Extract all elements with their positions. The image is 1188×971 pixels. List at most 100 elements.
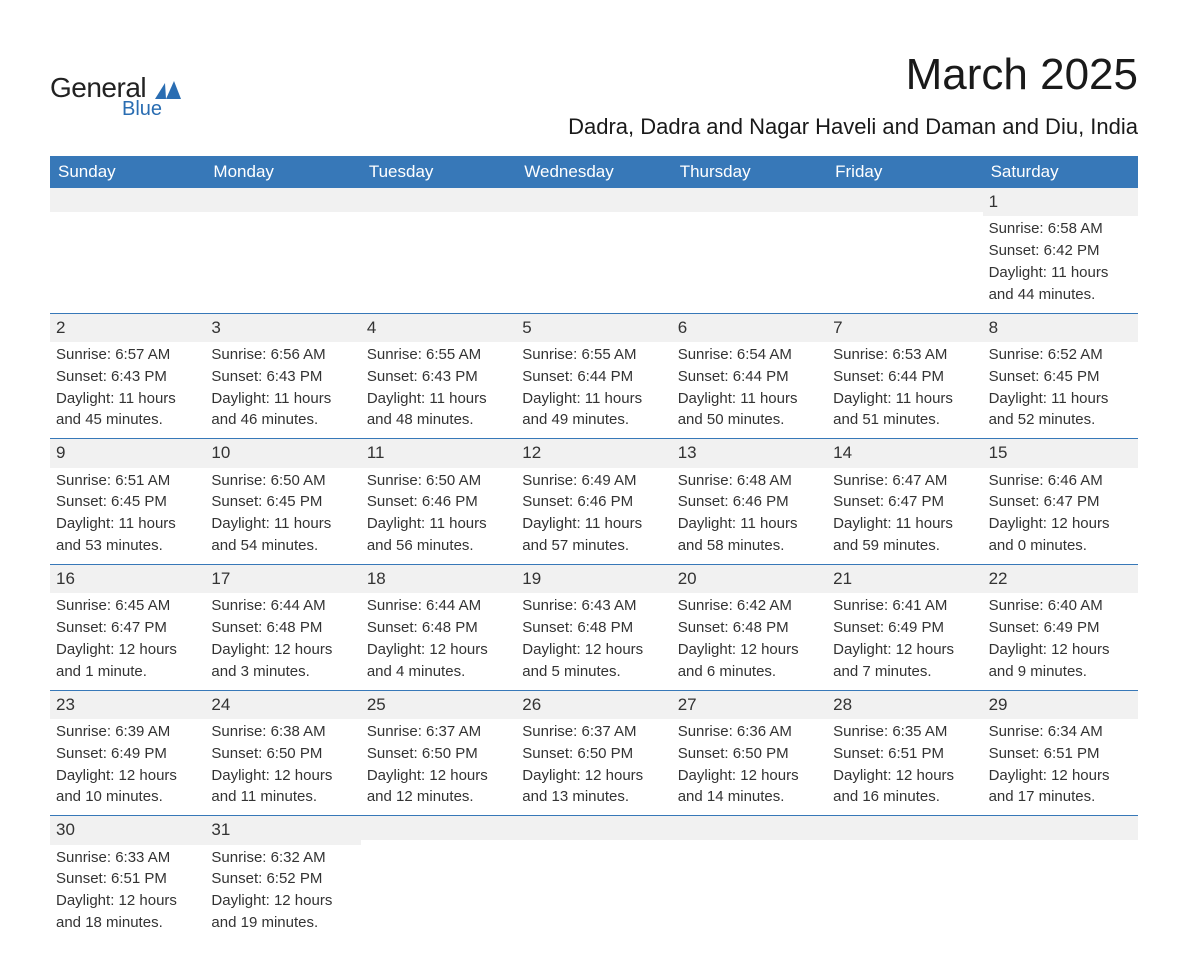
day-header: Tuesday	[361, 156, 516, 188]
empty-day-strip	[827, 816, 982, 840]
day-daylight1: Daylight: 12 hours	[833, 766, 976, 788]
empty-day-strip	[672, 188, 827, 212]
day-sunrise: Sunrise: 6:53 AM	[833, 345, 976, 367]
day-daylight1: Daylight: 12 hours	[678, 766, 821, 788]
day-daylight2: and 58 minutes.	[678, 536, 821, 558]
day-cell: 30Sunrise: 6:33 AMSunset: 6:51 PMDayligh…	[50, 815, 205, 941]
month-title: March 2025	[568, 50, 1138, 100]
day-cell: 3Sunrise: 6:56 AMSunset: 6:43 PMDaylight…	[205, 313, 360, 439]
day-daylight2: and 49 minutes.	[522, 410, 665, 432]
day-daylight2: and 19 minutes.	[211, 913, 354, 935]
day-sunrise: Sunrise: 6:43 AM	[522, 596, 665, 618]
day-daylight1: Daylight: 11 hours	[522, 389, 665, 411]
day-daylight1: Daylight: 11 hours	[989, 263, 1132, 285]
empty-cell	[827, 815, 982, 941]
day-number: 9	[50, 439, 205, 467]
day-sunset: Sunset: 6:49 PM	[989, 618, 1132, 640]
day-sunrise: Sunrise: 6:46 AM	[989, 471, 1132, 493]
day-cell: 9Sunrise: 6:51 AMSunset: 6:45 PMDaylight…	[50, 438, 205, 564]
day-number: 18	[361, 565, 516, 593]
day-cell: 8Sunrise: 6:52 AMSunset: 6:45 PMDaylight…	[983, 313, 1138, 439]
day-daylight2: and 16 minutes.	[833, 787, 976, 809]
day-daylight2: and 9 minutes.	[989, 662, 1132, 684]
day-sunrise: Sunrise: 6:45 AM	[56, 596, 199, 618]
empty-body	[361, 212, 516, 298]
day-number: 22	[983, 565, 1138, 593]
day-cell: 2Sunrise: 6:57 AMSunset: 6:43 PMDaylight…	[50, 313, 205, 439]
empty-day-strip	[983, 816, 1138, 840]
day-number: 10	[205, 439, 360, 467]
empty-day-strip	[361, 816, 516, 840]
day-daylight1: Daylight: 12 hours	[678, 640, 821, 662]
empty-cell	[672, 815, 827, 941]
day-daylight2: and 51 minutes.	[833, 410, 976, 432]
empty-body	[672, 212, 827, 298]
day-daylight2: and 4 minutes.	[367, 662, 510, 684]
day-daylight2: and 18 minutes.	[56, 913, 199, 935]
day-daylight1: Daylight: 12 hours	[56, 891, 199, 913]
day-cell: 20Sunrise: 6:42 AMSunset: 6:48 PMDayligh…	[672, 564, 827, 690]
day-daylight1: Daylight: 11 hours	[367, 514, 510, 536]
day-number: 28	[827, 691, 982, 719]
empty-cell	[983, 815, 1138, 941]
day-cell: 21Sunrise: 6:41 AMSunset: 6:49 PMDayligh…	[827, 564, 982, 690]
day-sunrise: Sunrise: 6:42 AM	[678, 596, 821, 618]
day-daylight2: and 3 minutes.	[211, 662, 354, 684]
empty-day-strip	[361, 188, 516, 212]
day-sunset: Sunset: 6:48 PM	[211, 618, 354, 640]
day-daylight1: Daylight: 12 hours	[367, 766, 510, 788]
day-sunset: Sunset: 6:48 PM	[367, 618, 510, 640]
day-sunrise: Sunrise: 6:40 AM	[989, 596, 1132, 618]
day-daylight1: Daylight: 12 hours	[211, 640, 354, 662]
day-number: 4	[361, 314, 516, 342]
empty-day-strip	[50, 188, 205, 212]
day-daylight2: and 7 minutes.	[833, 662, 976, 684]
day-cell: 10Sunrise: 6:50 AMSunset: 6:45 PMDayligh…	[205, 438, 360, 564]
day-sunset: Sunset: 6:50 PM	[211, 744, 354, 766]
day-sunset: Sunset: 6:47 PM	[56, 618, 199, 640]
day-daylight1: Daylight: 11 hours	[211, 514, 354, 536]
day-number: 25	[361, 691, 516, 719]
day-header: Sunday	[50, 156, 205, 188]
day-daylight1: Daylight: 12 hours	[211, 891, 354, 913]
day-daylight1: Daylight: 12 hours	[833, 640, 976, 662]
day-number: 24	[205, 691, 360, 719]
day-sunset: Sunset: 6:46 PM	[678, 492, 821, 514]
day-sunset: Sunset: 6:45 PM	[989, 367, 1132, 389]
day-cell: 17Sunrise: 6:44 AMSunset: 6:48 PMDayligh…	[205, 564, 360, 690]
day-sunset: Sunset: 6:45 PM	[56, 492, 199, 514]
day-number: 17	[205, 565, 360, 593]
empty-body	[205, 212, 360, 298]
day-daylight2: and 10 minutes.	[56, 787, 199, 809]
day-sunrise: Sunrise: 6:48 AM	[678, 471, 821, 493]
empty-cell	[361, 188, 516, 313]
day-sunrise: Sunrise: 6:32 AM	[211, 848, 354, 870]
day-daylight1: Daylight: 11 hours	[522, 514, 665, 536]
day-daylight1: Daylight: 12 hours	[211, 766, 354, 788]
day-number: 6	[672, 314, 827, 342]
day-daylight1: Daylight: 11 hours	[211, 389, 354, 411]
day-cell: 7Sunrise: 6:53 AMSunset: 6:44 PMDaylight…	[827, 313, 982, 439]
day-daylight1: Daylight: 12 hours	[989, 766, 1132, 788]
day-sunrise: Sunrise: 6:52 AM	[989, 345, 1132, 367]
day-cell: 27Sunrise: 6:36 AMSunset: 6:50 PMDayligh…	[672, 690, 827, 816]
day-sunrise: Sunrise: 6:36 AM	[678, 722, 821, 744]
day-sunset: Sunset: 6:46 PM	[367, 492, 510, 514]
empty-body	[827, 212, 982, 298]
day-cell: 5Sunrise: 6:55 AMSunset: 6:44 PMDaylight…	[516, 313, 671, 439]
day-cell: 26Sunrise: 6:37 AMSunset: 6:50 PMDayligh…	[516, 690, 671, 816]
day-number: 13	[672, 439, 827, 467]
day-daylight2: and 6 minutes.	[678, 662, 821, 684]
day-sunset: Sunset: 6:50 PM	[678, 744, 821, 766]
day-sunset: Sunset: 6:52 PM	[211, 869, 354, 891]
day-daylight1: Daylight: 11 hours	[56, 389, 199, 411]
day-cell: 11Sunrise: 6:50 AMSunset: 6:46 PMDayligh…	[361, 438, 516, 564]
empty-day-strip	[516, 188, 671, 212]
calendar-grid: SundayMondayTuesdayWednesdayThursdayFrid…	[50, 156, 1138, 941]
day-sunset: Sunset: 6:45 PM	[211, 492, 354, 514]
day-sunrise: Sunrise: 6:55 AM	[367, 345, 510, 367]
day-sunset: Sunset: 6:44 PM	[522, 367, 665, 389]
day-sunrise: Sunrise: 6:54 AM	[678, 345, 821, 367]
day-sunset: Sunset: 6:43 PM	[56, 367, 199, 389]
day-cell: 23Sunrise: 6:39 AMSunset: 6:49 PMDayligh…	[50, 690, 205, 816]
